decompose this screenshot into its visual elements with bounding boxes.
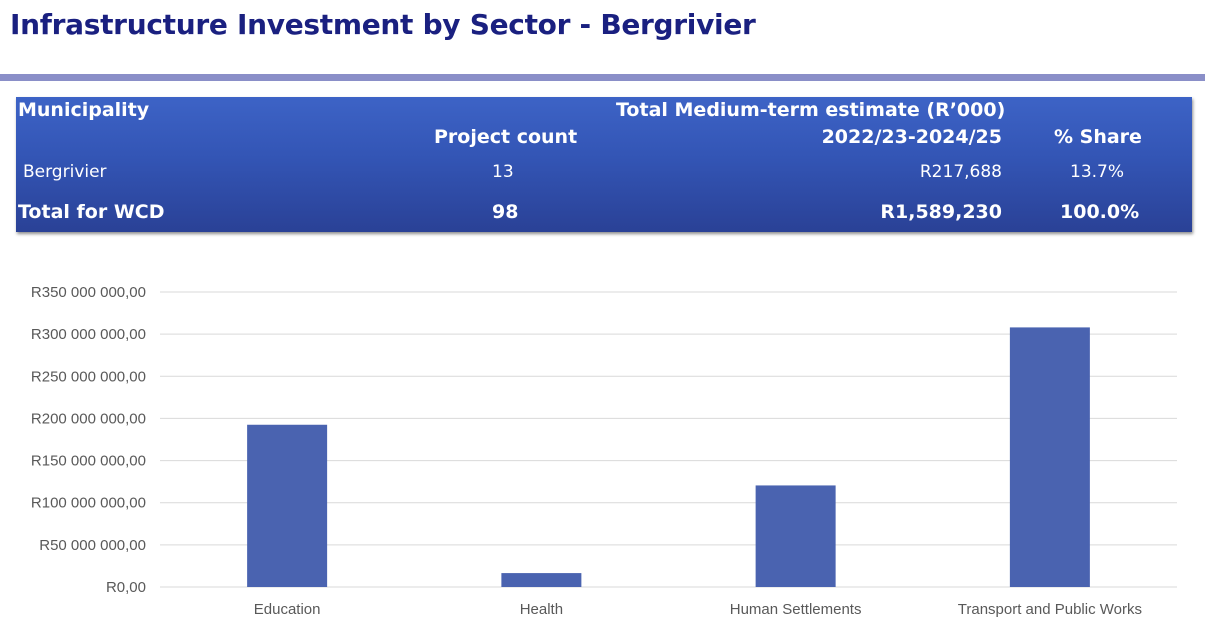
x-tick-label: Health	[520, 601, 563, 618]
y-tick-label: R250 000 000,00	[31, 368, 146, 385]
x-tick-label: Transport and Public Works	[958, 601, 1142, 618]
header-municipality: Municipality	[18, 99, 150, 121]
y-tick-label: R200 000 000,00	[31, 410, 146, 427]
row-share: 13.7%	[1070, 162, 1125, 182]
total-project-count: 98	[492, 201, 519, 223]
y-tick-label: R150 000 000,00	[31, 453, 146, 470]
row-estimate: R217,688	[919, 162, 1002, 182]
bar-education	[247, 424, 328, 587]
bar-health	[501, 573, 582, 587]
header-project-count: Project count	[434, 126, 578, 148]
total-estimate: R1,589,230	[880, 201, 1002, 223]
page-title: Infrastructure Investment by Sector - Be…	[10, 8, 756, 41]
header-estimate-group: Total Medium-term estimate (R’000)	[616, 99, 1006, 121]
title-divider	[0, 74, 1205, 81]
bar-transport-and-public-works	[1009, 327, 1090, 587]
header-period: 2022/23-2024/25	[821, 126, 1002, 148]
header-share: % Share	[1054, 126, 1142, 148]
y-tick-label: R50 000 000,00	[39, 537, 146, 554]
row-municipality: Bergrivier	[23, 162, 107, 182]
total-label: Total for WCD	[18, 201, 165, 223]
x-tick-label: Human Settlements	[730, 601, 862, 618]
summary-table: Municipality Total Medium-term estimate …	[16, 97, 1192, 232]
bar-human-settlements	[755, 485, 836, 587]
total-share: 100.0%	[1060, 201, 1140, 223]
y-tick-label: R100 000 000,00	[31, 495, 146, 512]
y-tick-label: R0,00	[106, 579, 146, 596]
y-tick-label: R350 000 000,00	[31, 284, 146, 301]
y-tick-label: R300 000 000,00	[31, 326, 146, 343]
row-project-count: 13	[492, 162, 514, 182]
x-tick-label: Education	[254, 601, 321, 618]
